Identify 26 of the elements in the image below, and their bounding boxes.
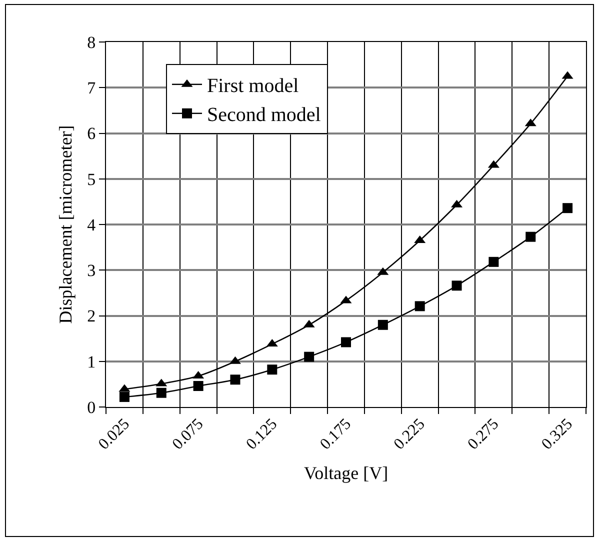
point — [488, 256, 499, 267]
point — [378, 320, 388, 330]
point — [267, 364, 278, 375]
y-tick-label: 8 — [87, 32, 96, 52]
point — [414, 301, 425, 312]
point — [304, 352, 314, 362]
y-tick-label: 1 — [87, 352, 96, 372]
point — [526, 232, 536, 242]
y-tick-label: 4 — [87, 215, 96, 234]
y-tick-label: 7 — [87, 78, 96, 98]
y-axis-title: Displacement [micrometer] — [55, 125, 76, 324]
x-axis-title: Voltage [V] — [304, 463, 388, 484]
y-tick-label: 3 — [87, 261, 96, 280]
point — [119, 392, 130, 402]
point — [452, 280, 462, 291]
y-tick-label: 5 — [87, 170, 96, 189]
legend-label: First model — [207, 75, 300, 98]
point — [230, 374, 240, 385]
point — [341, 337, 351, 348]
y-tick-label: 6 — [87, 124, 96, 144]
point — [193, 381, 204, 392]
point — [156, 388, 166, 398]
legend-label: Second model — [207, 104, 322, 126]
y-tick-label: 0 — [87, 398, 96, 417]
point — [562, 203, 573, 214]
y-tick-label: 2 — [87, 306, 96, 326]
